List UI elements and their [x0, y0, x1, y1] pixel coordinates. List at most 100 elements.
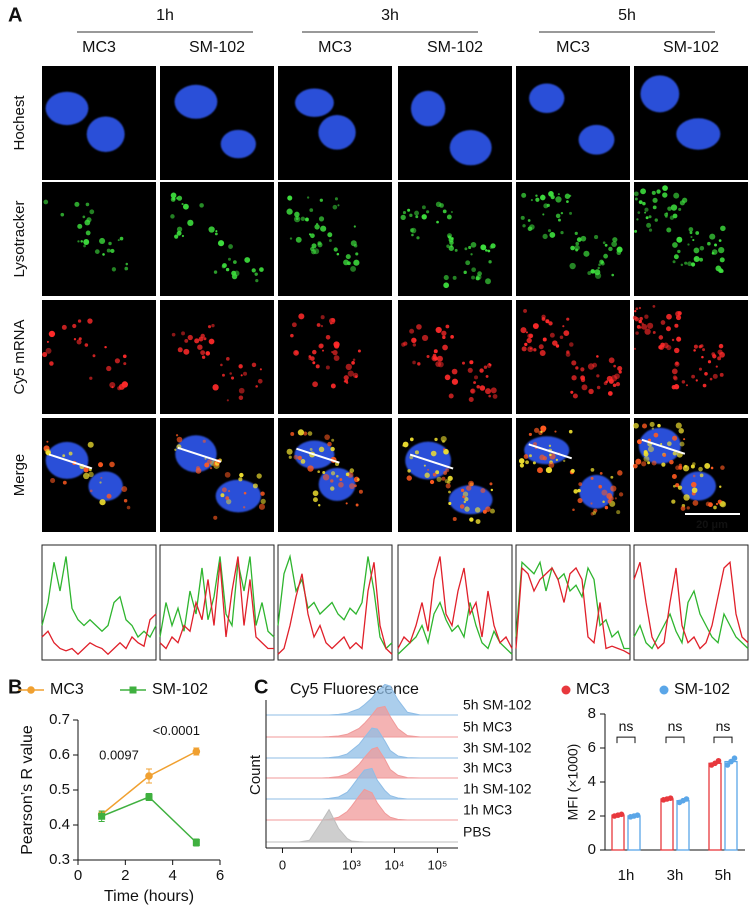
vesicle	[291, 322, 297, 328]
vesicle	[520, 327, 527, 334]
vesicle	[571, 360, 577, 366]
vesicle	[294, 351, 298, 355]
vesicle	[647, 461, 651, 465]
micrograph	[42, 182, 156, 296]
vesicle	[577, 488, 581, 493]
profile-line	[528, 443, 573, 460]
vesicle	[602, 500, 605, 504]
vesicle	[699, 473, 704, 478]
y-axis-label: MFI (×1000)	[565, 744, 581, 821]
vesicle	[213, 270, 218, 274]
vesicle	[312, 381, 318, 388]
vesicle	[662, 453, 667, 457]
vesicle	[666, 344, 672, 351]
vesicle	[646, 222, 652, 228]
nucleus	[529, 83, 565, 114]
ridge-label: 5h SM-102	[463, 697, 532, 713]
vesicle	[673, 376, 678, 381]
time-header: 3h	[381, 7, 399, 24]
vesicle	[596, 355, 599, 358]
vesicle	[220, 363, 223, 367]
vesicle	[612, 383, 617, 388]
profile-trace	[159, 556, 274, 650]
vesicle	[470, 241, 477, 248]
vesicle	[226, 357, 230, 361]
vesicle	[555, 458, 559, 461]
vesicle	[443, 448, 446, 451]
vesicle	[642, 201, 646, 206]
vesicle	[409, 437, 414, 442]
vesicle	[118, 383, 125, 390]
vesicle	[542, 233, 548, 240]
vesicle	[555, 344, 560, 348]
vesicle	[312, 349, 317, 355]
micrograph	[160, 300, 274, 414]
vesicle	[317, 241, 322, 246]
x-tick-label: 4	[168, 867, 176, 884]
micrograph	[516, 182, 630, 296]
chart-title: Cy5 Fluorescence	[290, 681, 419, 698]
vesicle	[607, 391, 613, 396]
data-point	[715, 757, 722, 764]
data-point	[728, 758, 734, 765]
vesicle	[469, 360, 474, 365]
vesicle	[523, 308, 528, 313]
vesicle	[337, 204, 340, 207]
vesicle	[450, 210, 453, 214]
vesicle	[310, 233, 315, 239]
vesicle	[74, 201, 80, 207]
vesicle	[176, 226, 183, 232]
vesicle	[672, 435, 678, 441]
vesicle	[702, 348, 706, 352]
vesicle	[320, 225, 327, 232]
nucleus	[318, 115, 356, 150]
vesicle	[244, 257, 251, 263]
vesicle	[238, 387, 245, 394]
vesicle	[468, 396, 474, 402]
vesicle	[576, 237, 582, 242]
profile-trace	[277, 562, 393, 655]
vesicle	[492, 394, 498, 399]
vesicle	[680, 506, 686, 511]
legend-label: SM-102	[152, 681, 208, 698]
vesicle	[691, 374, 696, 379]
vesicle	[176, 436, 183, 443]
vesicle	[635, 331, 639, 335]
vesicle	[307, 465, 314, 472]
profile-trace	[633, 560, 749, 650]
vesicle	[675, 422, 682, 429]
x-tick-label: 6	[216, 867, 224, 884]
vesicle	[89, 489, 93, 493]
vesicle	[100, 476, 103, 479]
time-header: 1h	[156, 7, 174, 24]
vesicle	[327, 232, 333, 238]
annotation: ns	[716, 718, 731, 734]
vesicle	[545, 466, 553, 474]
vesicle	[547, 229, 552, 233]
vesicle	[590, 468, 595, 472]
vesicle	[72, 323, 77, 329]
vesicle	[99, 499, 106, 506]
vesicle	[673, 192, 680, 199]
vesicle	[320, 315, 325, 320]
vesicle	[286, 208, 293, 215]
vesicle	[588, 388, 594, 395]
vesicle	[682, 465, 690, 472]
vesicle	[290, 333, 294, 338]
vesicle	[352, 372, 359, 379]
vesicle	[203, 337, 207, 341]
vesicle	[575, 241, 580, 246]
vesicle	[452, 517, 457, 522]
group-header: MC3	[82, 39, 116, 56]
vesicle	[487, 249, 491, 253]
vesicle	[347, 261, 351, 266]
vesicle	[322, 474, 330, 481]
vesicle	[226, 498, 232, 505]
vesicle	[429, 479, 435, 485]
vesicle	[552, 340, 558, 346]
vesicle	[99, 481, 102, 484]
vesicle	[106, 365, 112, 372]
vesicle	[92, 354, 96, 358]
vesicle	[194, 338, 200, 344]
vesicle	[226, 399, 229, 402]
